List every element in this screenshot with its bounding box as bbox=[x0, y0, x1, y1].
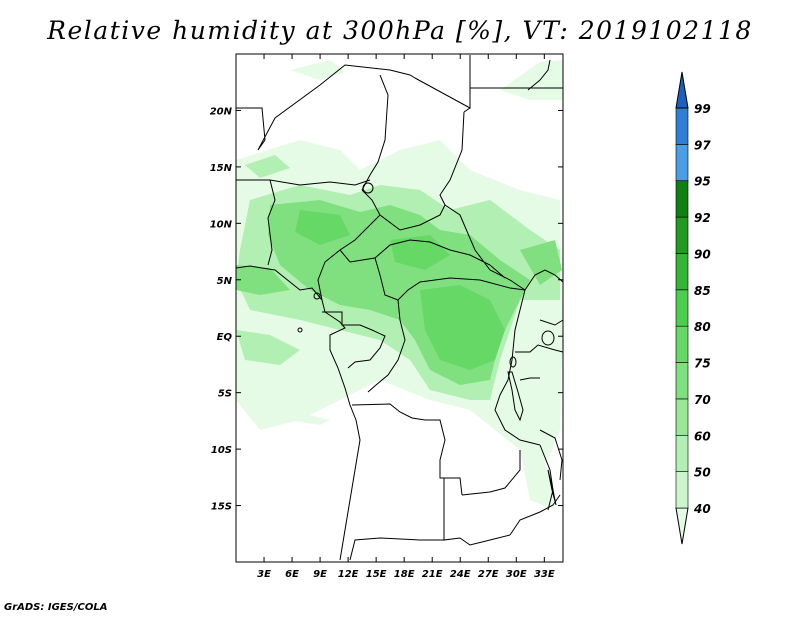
colorbar-level-label: 85 bbox=[694, 284, 711, 298]
border-line bbox=[439, 111, 526, 291]
colorbar-level-label: 95 bbox=[694, 175, 711, 189]
lon-tick-label: 9E bbox=[313, 569, 327, 580]
colorbar-box bbox=[675, 289, 689, 327]
border-line bbox=[367, 299, 406, 393]
border-line bbox=[361, 74, 389, 191]
colorbar-level-label: 92 bbox=[694, 211, 711, 225]
colorbar-level-label: 50 bbox=[694, 466, 711, 480]
border-line bbox=[322, 311, 386, 369]
lon-tick-label: 27E bbox=[478, 569, 499, 580]
border-line bbox=[351, 403, 463, 496]
map-frame bbox=[235, 53, 564, 563]
border-line bbox=[494, 289, 541, 446]
lake-victoria bbox=[541, 330, 555, 346]
chart-title: Relative humidity at 300hPa [%], VT: 201… bbox=[47, 16, 753, 45]
credit-text: GrADS: IGES/COLA bbox=[4, 602, 108, 613]
lon-tick-label: 21E bbox=[422, 569, 443, 580]
humidity-area-60 bbox=[236, 330, 300, 365]
border-line bbox=[461, 450, 521, 496]
lon-tick-label: 30E bbox=[506, 569, 527, 580]
lake-kivu bbox=[509, 356, 517, 368]
lake-chad bbox=[362, 182, 374, 194]
colorbar-box bbox=[675, 434, 689, 472]
humidity-area-40 bbox=[520, 450, 555, 510]
humidity-area-85 bbox=[295, 210, 350, 245]
colorbar-level-label: 99 bbox=[694, 102, 711, 116]
lat-axis: 20N 15N 10N 5N EQ 5S 10S 15S bbox=[210, 106, 563, 513]
colorbar-box bbox=[675, 180, 689, 218]
colorbar-box bbox=[675, 398, 689, 436]
border-line bbox=[339, 249, 399, 301]
colorbar: 40 50 60 70 75 80 85 90 92 95 97 99 bbox=[675, 71, 711, 545]
colorbar-box bbox=[675, 216, 689, 254]
border-line bbox=[414, 55, 471, 109]
lon-tick-label: 18E bbox=[394, 569, 415, 580]
border-line bbox=[515, 344, 564, 353]
lat-tick-label: 15N bbox=[210, 163, 233, 174]
lon-tick-label: 24E bbox=[450, 569, 471, 580]
lake-malawi bbox=[547, 469, 557, 506]
lon-tick-label: 15E bbox=[366, 569, 387, 580]
colorbar-box bbox=[675, 325, 689, 363]
border-line bbox=[539, 319, 564, 326]
border-line bbox=[527, 59, 551, 91]
colorbar-level-label: 97 bbox=[694, 138, 711, 152]
border-line bbox=[443, 478, 511, 546]
colorbar-level-label: 90 bbox=[694, 247, 711, 261]
border-line bbox=[519, 377, 540, 381]
lon-tick-label: 33E bbox=[534, 569, 555, 580]
lat-tick-label: 20N bbox=[210, 106, 233, 117]
border-line bbox=[539, 444, 554, 511]
humidity-area-85 bbox=[420, 285, 505, 370]
lon-axis: 3E 6E 9E 12E 15E 18E 21E 24E 27E 30E 33E bbox=[257, 54, 555, 580]
coastline bbox=[235, 265, 361, 561]
colorbar-level-label: 40 bbox=[693, 502, 711, 516]
colorbar-box bbox=[675, 107, 689, 145]
colorbar-level-label: 80 bbox=[694, 320, 711, 334]
colorbar-level-label: 60 bbox=[694, 429, 711, 443]
lon-tick-label: 6E bbox=[285, 569, 299, 580]
colorbar-min-triangle bbox=[675, 507, 689, 545]
humidity-area-40 bbox=[290, 60, 345, 80]
lat-tick-label: 5N bbox=[217, 276, 233, 287]
border-line bbox=[524, 269, 564, 291]
lat-tick-label: 10N bbox=[210, 219, 233, 230]
border-line bbox=[374, 239, 506, 279]
colorbar-box bbox=[675, 362, 689, 400]
humidity-field-layer bbox=[236, 60, 563, 510]
border-line bbox=[463, 107, 471, 113]
colorbar-box bbox=[675, 471, 689, 509]
bioko-island bbox=[313, 292, 321, 300]
border-line bbox=[397, 277, 526, 301]
humidity-area-60 bbox=[245, 155, 290, 178]
sao-tome-island bbox=[297, 327, 303, 333]
border-line bbox=[236, 179, 371, 186]
humidity-area-40 bbox=[245, 400, 330, 425]
humidity-area-40 bbox=[500, 60, 563, 100]
lon-tick-label: 12E bbox=[338, 569, 359, 580]
border-line bbox=[267, 179, 276, 266]
lat-tick-label: 10S bbox=[211, 445, 232, 456]
lon-tick-label: 3E bbox=[257, 569, 271, 580]
colorbar-max-triangle bbox=[675, 71, 689, 109]
colorbar-level-label: 75 bbox=[694, 357, 711, 371]
colorbar-box bbox=[675, 253, 689, 291]
lake-tanganyika bbox=[507, 371, 524, 422]
humidity-area-75 bbox=[236, 265, 290, 295]
lat-tick-label: EQ bbox=[217, 332, 233, 343]
lat-tick-label: 15S bbox=[211, 502, 232, 513]
colorbar-level-label: 70 bbox=[694, 393, 711, 407]
border-line bbox=[379, 204, 446, 231]
colorbar-box bbox=[675, 144, 689, 182]
lat-tick-label: 5S bbox=[218, 389, 232, 400]
border-line bbox=[236, 64, 416, 151]
border-line bbox=[349, 537, 444, 561]
border-line bbox=[317, 189, 381, 301]
